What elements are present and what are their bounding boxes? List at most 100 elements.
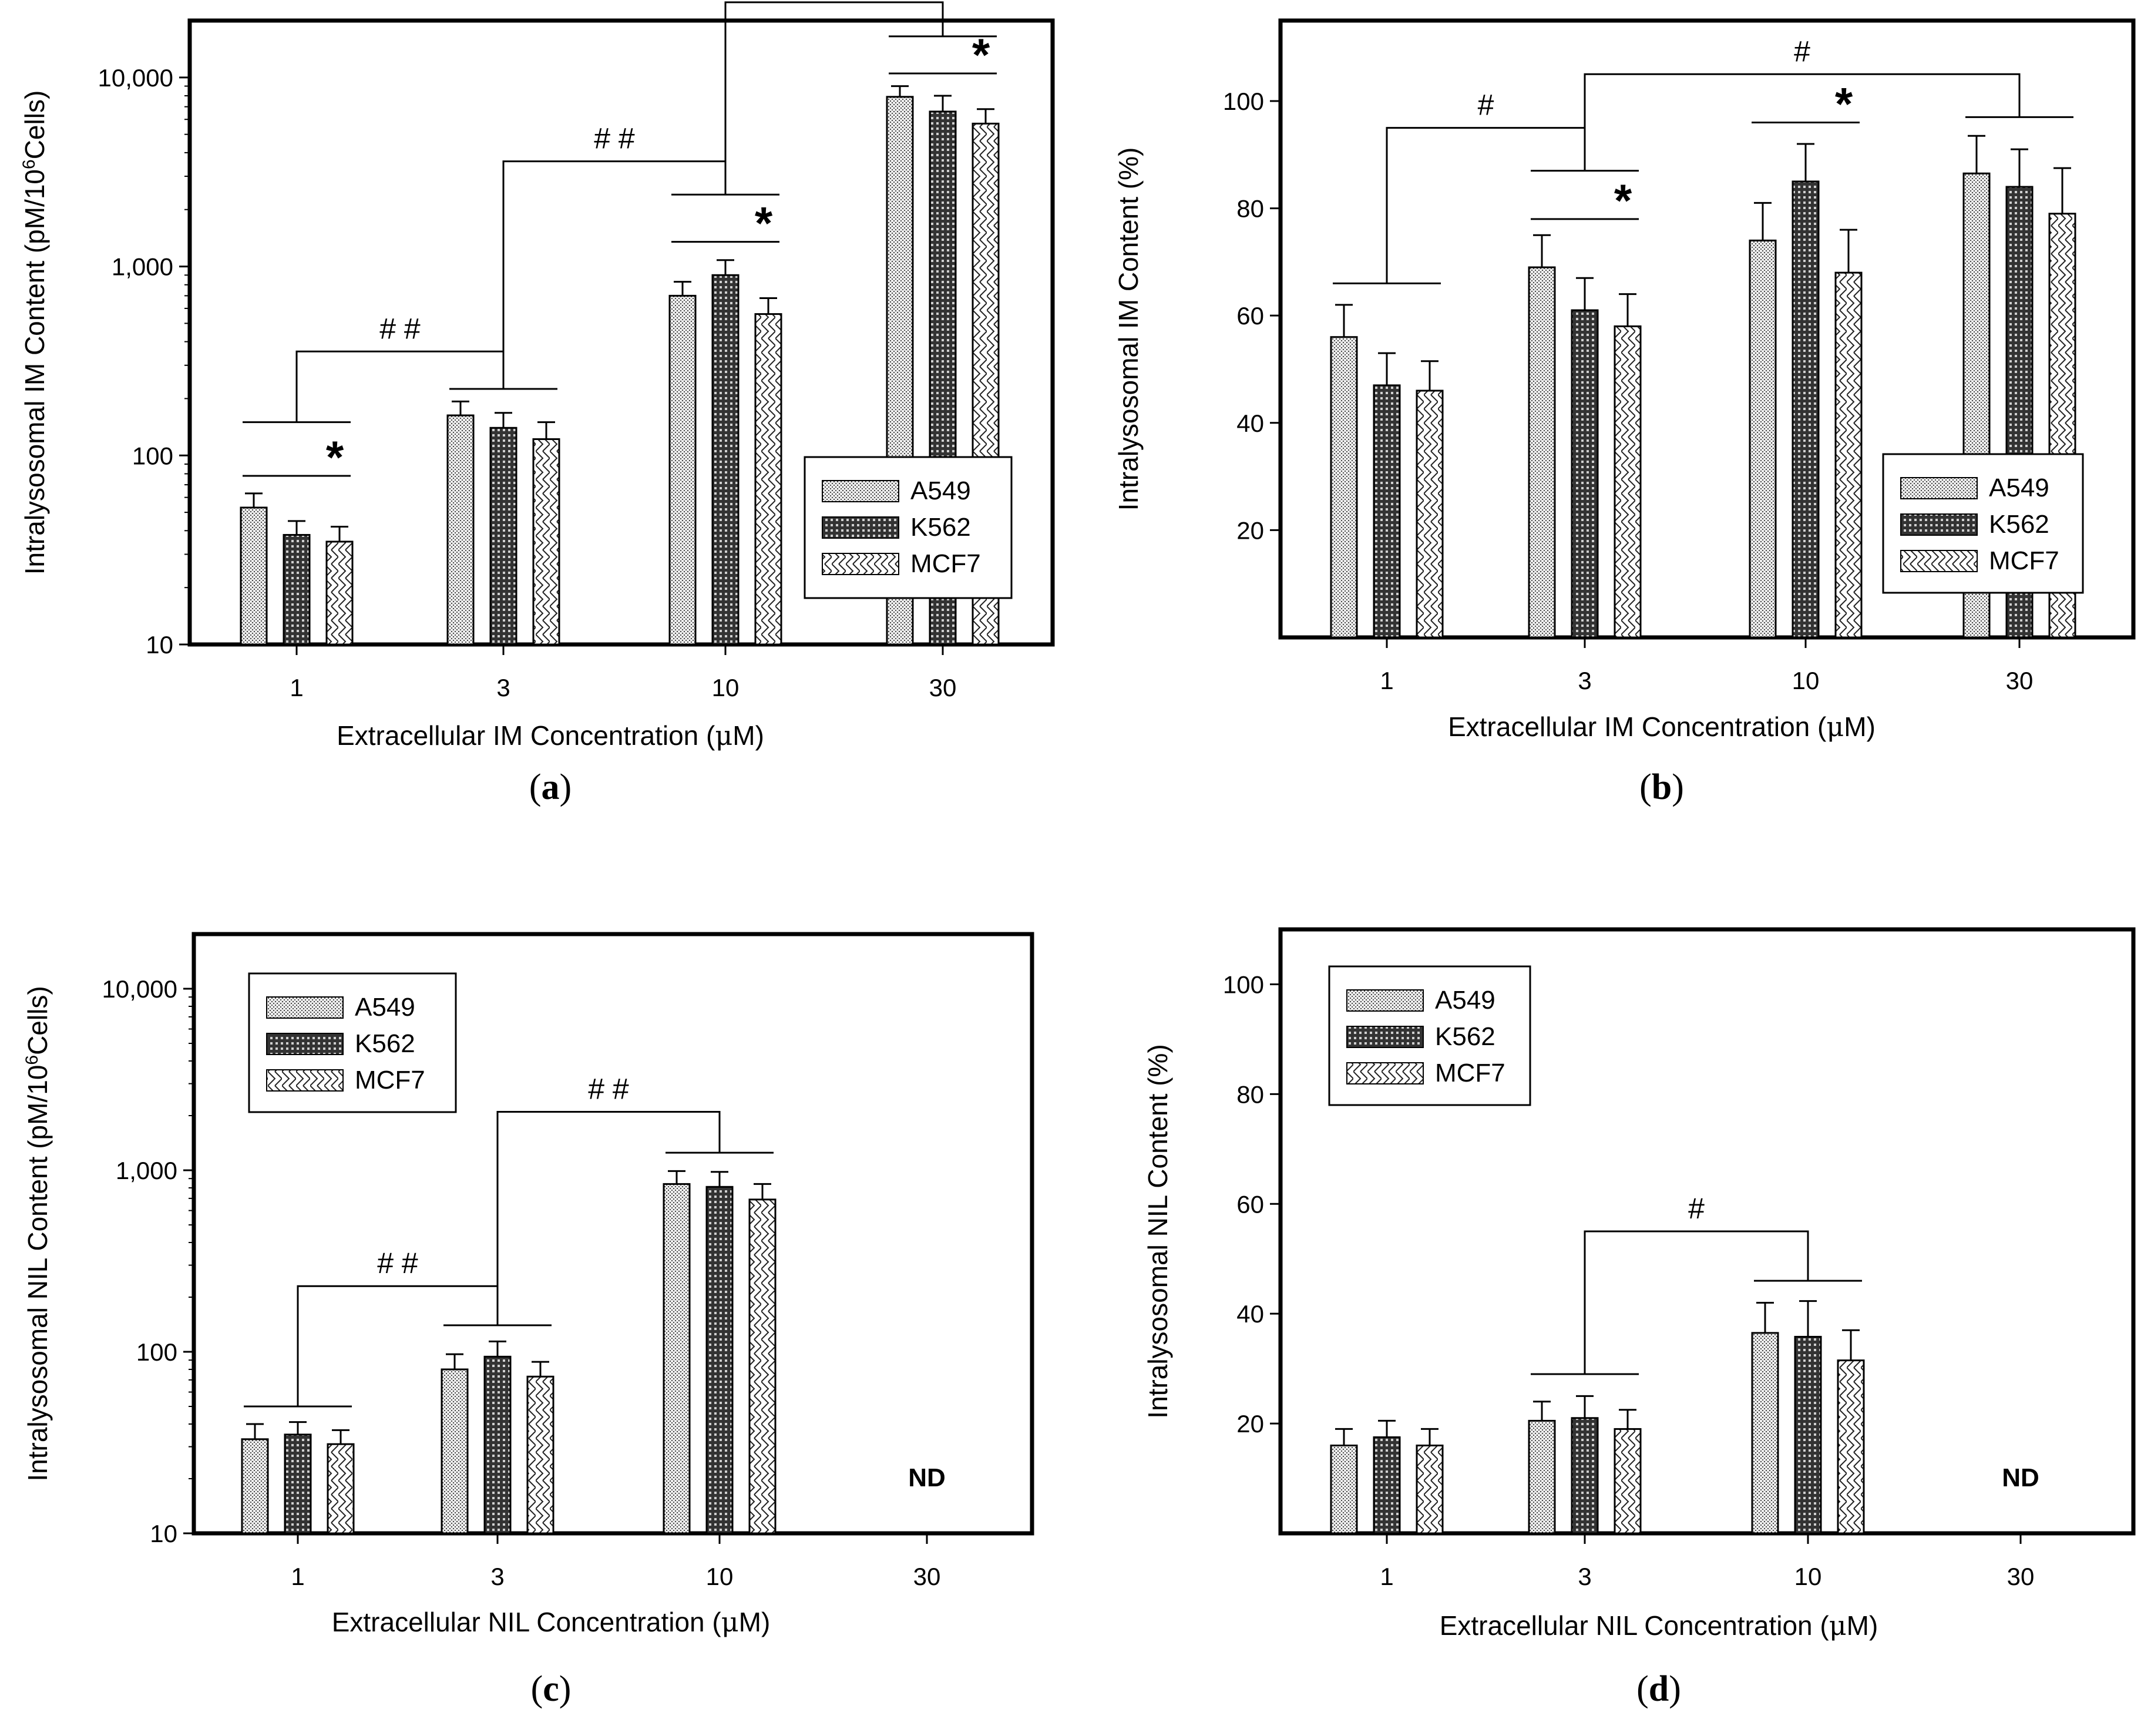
significance-label: # # <box>588 1072 629 1105</box>
bar-k562 <box>489 427 517 646</box>
legend-swatch-a549 <box>822 480 899 502</box>
x-axis-title: Extracellular IM Concentration (μM) <box>1448 711 1876 743</box>
bar-k562 <box>1373 384 1401 639</box>
panel-label-close: ) <box>559 1669 572 1709</box>
plot-frame <box>191 932 1034 1536</box>
significance-star: * <box>755 197 773 249</box>
x-tick-label: 1 <box>1380 667 1393 694</box>
y-tick-label: 1,000 <box>116 1157 177 1184</box>
legend-label: K562 <box>910 513 971 542</box>
y-axis-title-sup: 6 <box>19 159 39 169</box>
y-tick-label: 100 <box>1223 971 1264 998</box>
legend-label: A549 <box>1435 986 1495 1015</box>
panel-label-close: ) <box>1672 767 1684 807</box>
y-tick-label: 10,000 <box>98 64 173 92</box>
x-tick-label: 10 <box>1792 667 1820 694</box>
bar-k562 <box>1794 1335 1822 1534</box>
significance-bracket <box>1584 1230 1809 1374</box>
y-tick-label: 10,000 <box>102 975 177 1003</box>
panel-label-letter: d <box>1649 1669 1669 1709</box>
legend-swatch-mcf7 <box>822 553 899 575</box>
legend: A549 K562 MCF7 <box>804 456 1013 599</box>
bar-k562 <box>705 1186 734 1534</box>
panel-label-letter: c <box>543 1669 559 1709</box>
bar-a549 <box>446 414 475 646</box>
bar-a549 <box>1528 266 1556 639</box>
chart-panel-b: 20 40 60 80 100 1 3 10 30 * * # # A549 K562 MCF7 Intraly… <box>1113 18 2136 807</box>
panel-label-open: ( <box>531 1669 543 1709</box>
y-axis-title-main: Intralysosomal IM Content (pM/10 <box>19 169 50 575</box>
panel-label: (d) <box>1636 1669 1681 1709</box>
x-axis-title: Extracellular NIL Concentration (μM) <box>332 1606 771 1638</box>
y-tick-label: 20 <box>1236 1410 1264 1438</box>
x-tick-label: 10 <box>706 1563 734 1590</box>
x-axis-title-mu: μ <box>1829 1610 1847 1641</box>
x-tick-label: 30 <box>929 674 957 701</box>
nd-label: ND <box>908 1463 946 1492</box>
x-tick-label: 30 <box>913 1563 941 1590</box>
significance-bracket <box>1584 73 2021 171</box>
legend-label: K562 <box>1435 1022 1495 1051</box>
y-axis-title-main: Intralysosomal NIL Content (%) <box>1142 1044 1173 1418</box>
legend: A549 K562 MCF7 <box>1328 965 1531 1106</box>
bar-mcf7 <box>1837 1359 1865 1534</box>
panel-label: (a) <box>529 767 572 807</box>
legend-label: A549 <box>910 476 971 505</box>
legend-swatch-a549 <box>1900 477 1978 499</box>
bar-mcf7 <box>1614 1428 1642 1534</box>
legend-label: MCF7 <box>910 549 981 578</box>
y-tick-label: 60 <box>1236 302 1264 330</box>
x-axis-title-main: Extracellular NIL Concentration ( <box>1440 1610 1830 1641</box>
bar-k562 <box>711 274 740 646</box>
bar-a549 <box>241 1438 269 1534</box>
significance-bracket <box>1386 127 1586 284</box>
significance-star: * <box>1835 78 1853 129</box>
bar-mcf7 <box>748 1198 777 1534</box>
significance-label: # # <box>594 122 635 155</box>
y-tick-label: 80 <box>1236 1080 1264 1108</box>
bar-k562 <box>283 533 311 646</box>
bar-k562 <box>1571 309 1599 639</box>
legend-swatch-k562 <box>1346 1026 1424 1048</box>
bar-a549 <box>1528 1419 1556 1534</box>
x-tick-label: 10 <box>712 674 740 701</box>
x-tick-label: 1 <box>1380 1563 1393 1590</box>
bar-a549 <box>663 1183 691 1534</box>
bar-mcf7 <box>754 313 782 646</box>
bar-k562 <box>1792 180 1820 639</box>
legend-swatch-k562 <box>1900 513 1978 536</box>
x-axis-title-mu: μ <box>1826 711 1844 743</box>
x-axis-title-mu: μ <box>715 720 732 751</box>
y-tick-label: 20 <box>1236 516 1264 544</box>
plot-frame <box>1278 927 2136 1536</box>
panel-label: (b) <box>1639 767 1684 807</box>
significance-label: # # <box>379 312 421 345</box>
y-axis-title-main: Intralysosomal IM Content (%) <box>1113 147 1144 511</box>
nd-label: ND <box>2002 1463 2039 1492</box>
legend-label: K562 <box>355 1029 415 1058</box>
y-axis-title: Intralysosomal IM Content (pM/106Cells) <box>19 90 51 575</box>
legend-label: MCF7 <box>355 1066 425 1094</box>
bar-mcf7 <box>1416 1444 1444 1534</box>
x-tick-label: 3 <box>496 674 510 701</box>
significance-bracket <box>496 1110 721 1325</box>
y-tick-label: 40 <box>1236 1300 1264 1328</box>
y-tick-label: 60 <box>1236 1190 1264 1218</box>
bar-a549 <box>240 506 268 646</box>
bar-a549 <box>441 1368 469 1534</box>
bar-k562 <box>1571 1417 1599 1534</box>
bar-a549 <box>1330 336 1358 639</box>
legend: A549 K562 MCF7 <box>1882 453 2084 594</box>
x-axis-title: Extracellular IM Concentration (μM) <box>337 720 764 751</box>
legend-swatch-a549 <box>1346 989 1424 1012</box>
bar-mcf7 <box>532 438 560 646</box>
y-axis-title: Intralysosomal NIL Content (%) <box>1142 1044 1173 1418</box>
chart-panel-d: 20 40 60 80 100 1 3 10 30 # ND A549 K562 MCF7 Intralys… <box>1142 927 2136 1709</box>
significance-star: * <box>1614 174 1632 226</box>
panel-label-open: ( <box>1639 767 1652 807</box>
bar-mcf7 <box>327 1443 355 1534</box>
x-tick-label: 10 <box>1794 1563 1822 1590</box>
x-tick-label: 3 <box>490 1563 504 1590</box>
legend-swatch-k562 <box>266 1033 344 1055</box>
